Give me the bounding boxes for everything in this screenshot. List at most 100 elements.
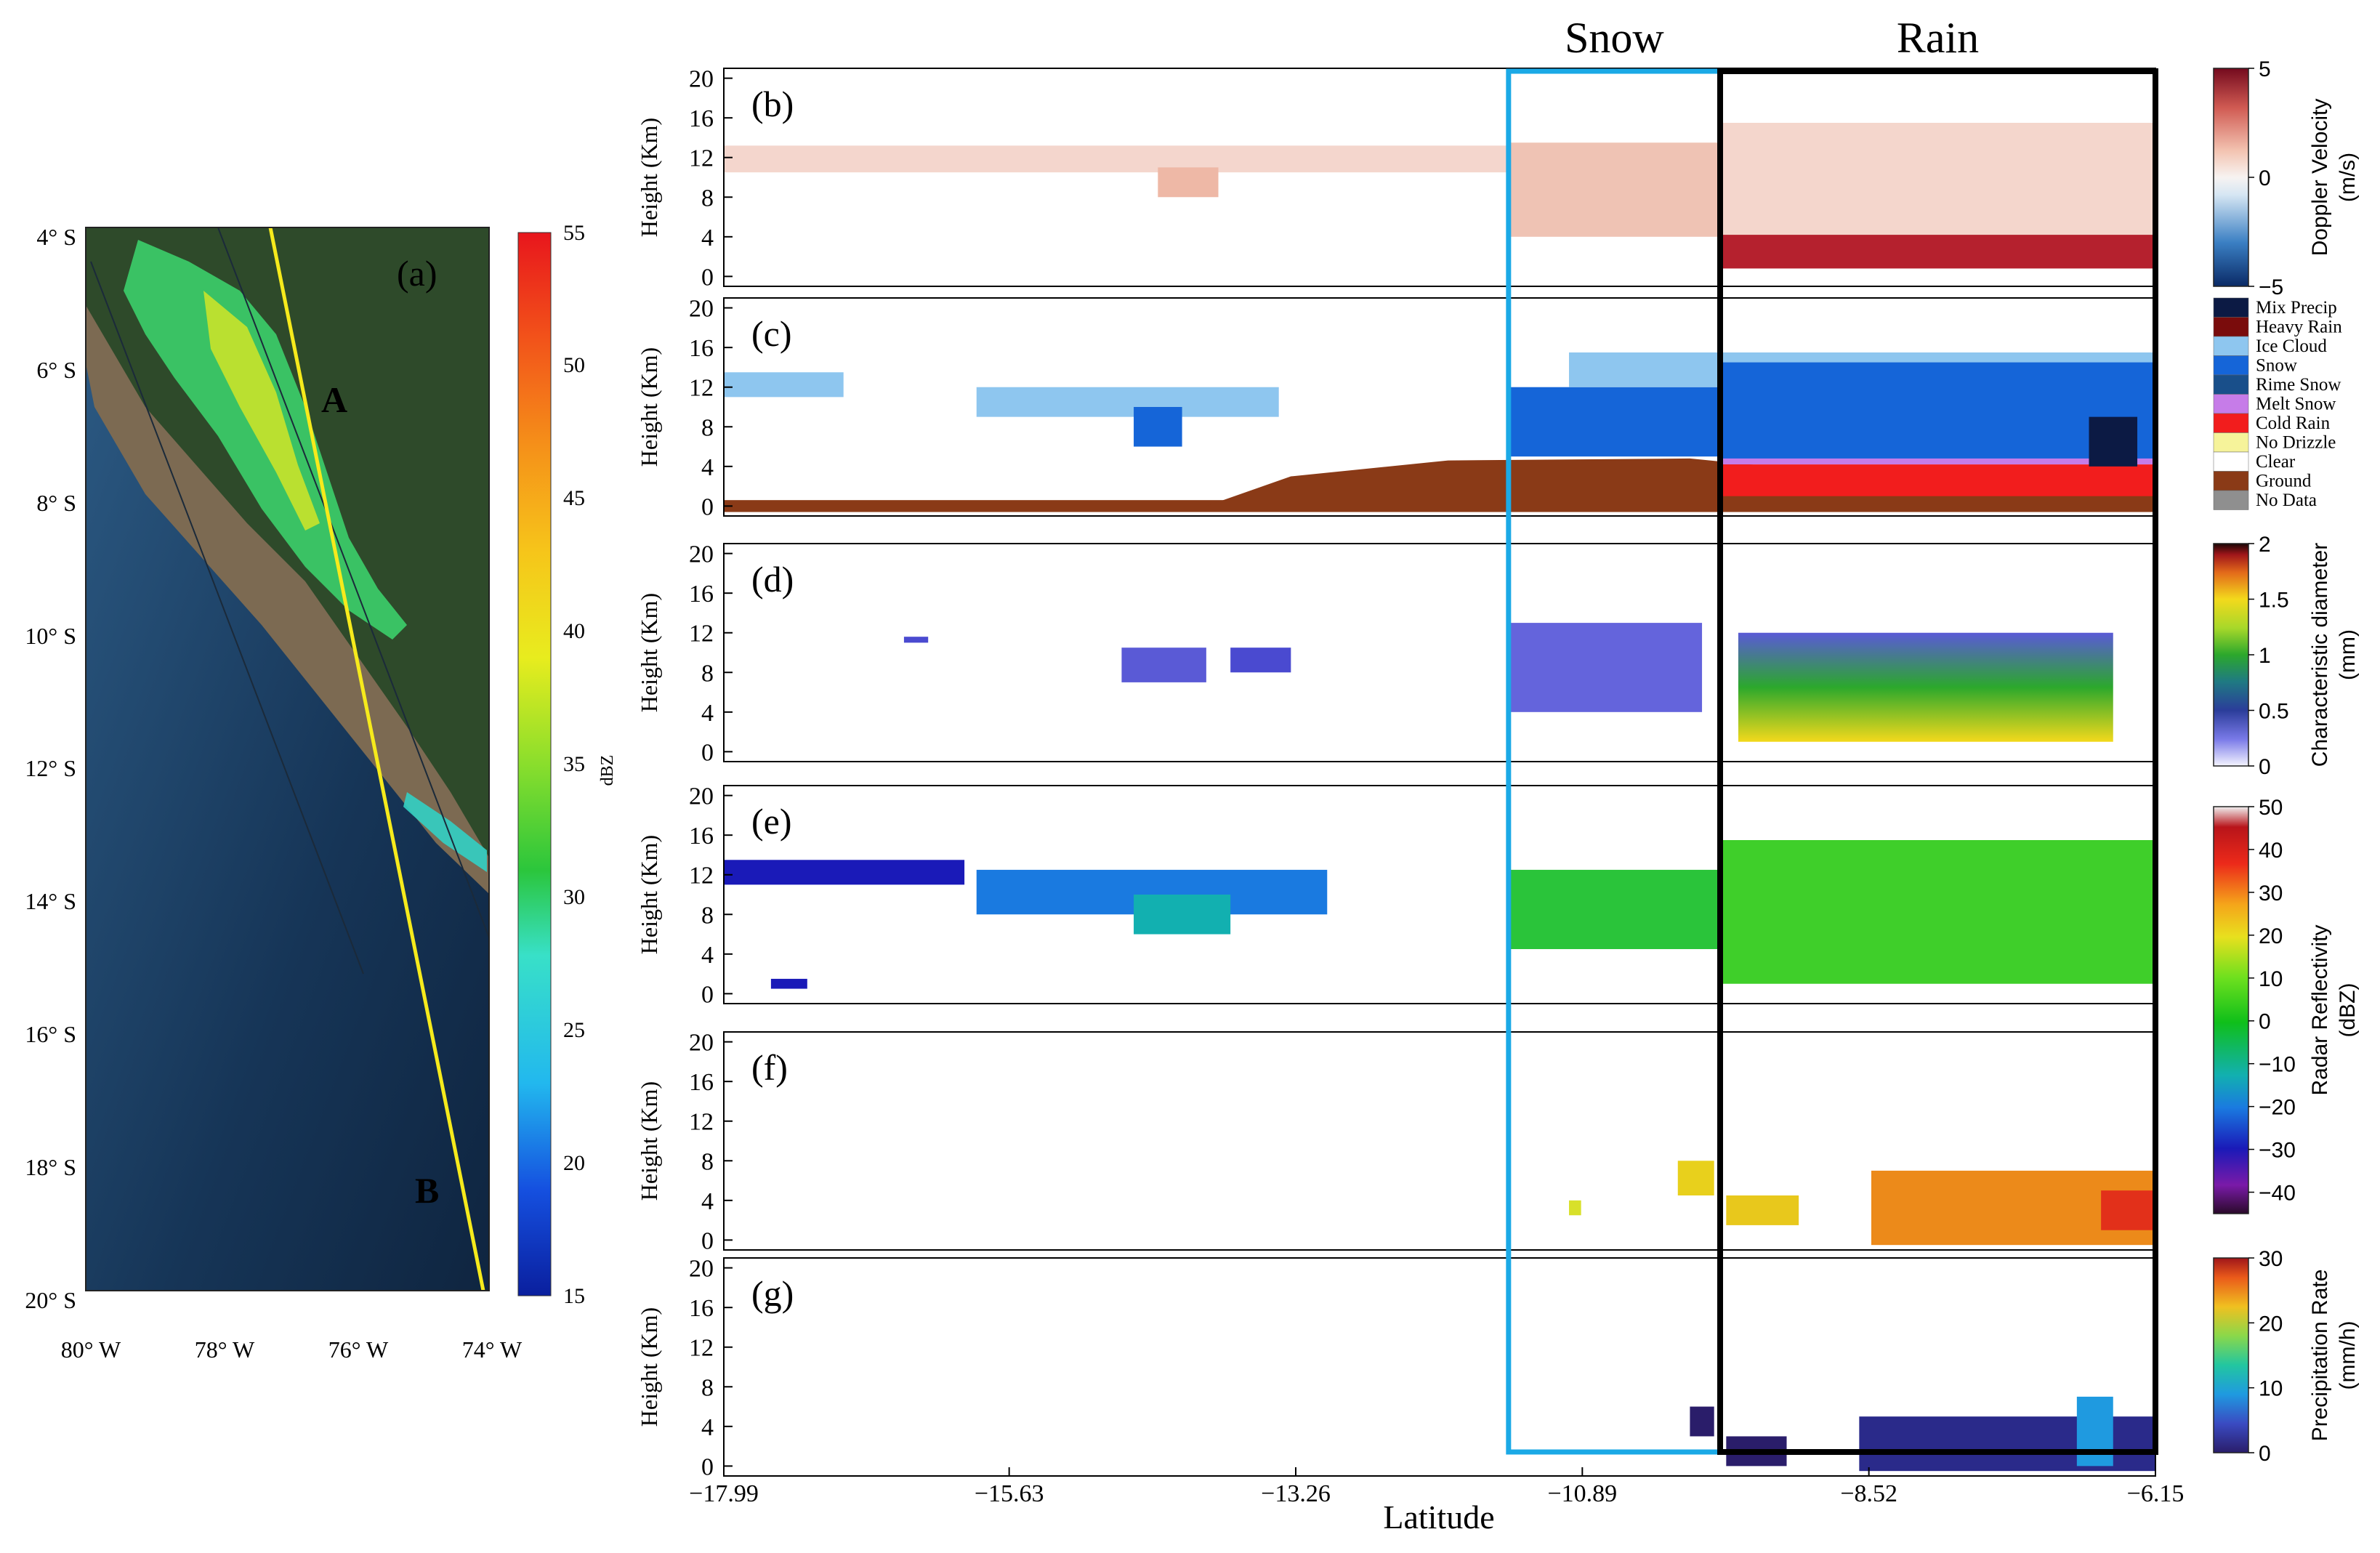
y-axis-title: Height (Km)	[636, 593, 662, 712]
x-tick-label: −13.26	[1261, 1480, 1331, 1507]
x-tick-label: −8.52	[1840, 1480, 1897, 1507]
colorbar-unit: (mm/h)	[2336, 1321, 2360, 1390]
colorbar-title: Precipitation Rate	[2308, 1270, 2332, 1442]
map-colorbar-tick: 30	[563, 885, 585, 909]
y-tick-label: 8	[701, 414, 714, 441]
lat-label: 12° S	[25, 755, 76, 781]
panel-data-region	[2089, 416, 2138, 467]
legend-swatch	[2213, 451, 2249, 472]
panel-data-region	[1134, 407, 1182, 447]
y-tick-label: 0	[701, 739, 714, 766]
panel-data-region	[1158, 167, 1219, 198]
colorbar-tick-label: −5	[2259, 275, 2283, 299]
y-tick-label: 16	[689, 823, 714, 850]
lat-label: 8° S	[36, 490, 76, 516]
panel-data-region	[2101, 1190, 2155, 1230]
y-tick-label: 4	[701, 942, 714, 969]
y-axis-title: Height (Km)	[636, 118, 662, 237]
lat-label: 18° S	[25, 1154, 76, 1180]
legend-label: Rime Snow	[2256, 375, 2341, 395]
legend-label: No Drizzle	[2256, 433, 2336, 453]
panel-label: (d)	[751, 559, 794, 600]
y-tick-label: 16	[689, 1069, 714, 1096]
colorbar-tick-label: 40	[2259, 839, 2283, 863]
y-tick-label: 20	[689, 541, 714, 568]
x-tick-label: −17.99	[689, 1480, 759, 1507]
legend-swatch	[2213, 432, 2249, 453]
y-tick-label: 0	[701, 1453, 714, 1480]
y-tick-label: 16	[689, 1295, 714, 1322]
y-tick-label: 8	[701, 1374, 714, 1401]
map-colorbar-tick: 50	[563, 353, 585, 377]
panel-e: 20 16 12 8 4 0 Height (Km) (e)	[636, 783, 2156, 1008]
panel-data-region	[1720, 840, 2155, 984]
panel-data-region	[1720, 464, 2155, 496]
x-tick-label: −15.63	[975, 1480, 1044, 1507]
legend-label: Cold Rain	[2256, 414, 2331, 433]
colorbar-e: 50 40 30 20 10 0 −10 −20 −30 −40 Radar Reflectivit…	[2213, 796, 2360, 1214]
y-tick-label: 12	[689, 863, 714, 890]
panel-data-region	[724, 145, 1509, 173]
panel-data-region	[1230, 648, 1291, 673]
map-lat-labels: 4° S 6° S 8° S 10° S 12° S 14° S 16° S 1…	[25, 224, 76, 1313]
colorbar-tick-label: 0	[2259, 1010, 2271, 1034]
panel-f: 20 16 12 8 4 0 Height (Km) (f)	[636, 1030, 2156, 1254]
panel-data-region	[1508, 869, 1721, 949]
colorbar-tick-label: 5	[2259, 57, 2271, 81]
rain-region-title: Rain	[1897, 14, 1979, 62]
lat-label: 14° S	[25, 888, 76, 914]
y-tick-label: 8	[701, 1148, 714, 1175]
colorbar-unit: (dBZ)	[2336, 983, 2360, 1038]
panel-data-region	[903, 637, 929, 643]
panel-data-region	[976, 387, 1279, 417]
lon-label: 76° W	[328, 1336, 389, 1363]
y-tick-label: 12	[689, 145, 714, 172]
y-tick-label: 4	[701, 454, 714, 481]
colorbar-unit: (m/s)	[2336, 153, 2360, 202]
colorbar-g: 30 20 10 0 Precipitation Rate (mm/h)	[2213, 1247, 2360, 1466]
colorbar-gradient	[2213, 1257, 2249, 1453]
panel-data-region	[1677, 1161, 1714, 1195]
map-colorbar-tick: 15	[563, 1284, 585, 1308]
y-tick-label: 4	[701, 1188, 714, 1215]
y-tick-label: 20	[689, 296, 714, 323]
legend-label: Melt Snow	[2256, 395, 2336, 414]
map-radar-echo-south	[403, 792, 487, 872]
panel-data-region	[1569, 1200, 1581, 1216]
legend-label: Ground	[2256, 472, 2312, 491]
colorbar-tick-label: −40	[2259, 1182, 2296, 1206]
lat-label: 16° S	[25, 1021, 76, 1047]
legend-label: Mix Precip	[2256, 298, 2337, 318]
y-tick-label: 16	[689, 105, 714, 132]
panel-label: (c)	[751, 313, 792, 354]
colorbar-gradient	[2213, 543, 2249, 767]
y-tick-label: 12	[689, 1335, 714, 1362]
map-colorbar-tick: 35	[563, 752, 585, 776]
map-radar-echo-core	[203, 291, 320, 531]
colorbar-tick-label: 1.5	[2259, 589, 2289, 613]
map-colorbar-gradient	[517, 232, 552, 1296]
colorbar-title: Radar Reflectivity	[2308, 924, 2332, 1095]
colorbar-tick-label: −20	[2259, 1096, 2296, 1120]
panel-label: (g)	[751, 1273, 794, 1314]
colorbar-title: Characteristic diameter	[2308, 543, 2332, 767]
panel-data-region	[1121, 648, 1206, 682]
colorbar-gradient	[2213, 68, 2249, 287]
legend-swatch	[2213, 394, 2249, 414]
y-tick-label: 12	[689, 1109, 714, 1136]
y-tick-label: 12	[689, 375, 714, 402]
legend-swatch	[2213, 297, 2249, 318]
lat-label: 20° S	[25, 1287, 76, 1313]
colorbar-title: Doppler Velocity	[2308, 99, 2332, 257]
map-colorbar-unit: dBZ	[598, 755, 617, 786]
y-tick-label: 16	[689, 335, 714, 362]
cross-section-panels: 20 16 12 8 4 0 Height (Km) (b) 20 16 12 8 4 0 Height (…	[636, 66, 2156, 1480]
legend-label: Heavy Rain	[2256, 318, 2342, 337]
panel-data-region	[1720, 458, 2155, 465]
colorbar-tick-label: 2	[2259, 533, 2271, 557]
track-point-b: B	[415, 1170, 439, 1211]
panel-data-region	[1726, 1195, 1799, 1225]
colorbar-tick-label: 1	[2259, 644, 2271, 668]
